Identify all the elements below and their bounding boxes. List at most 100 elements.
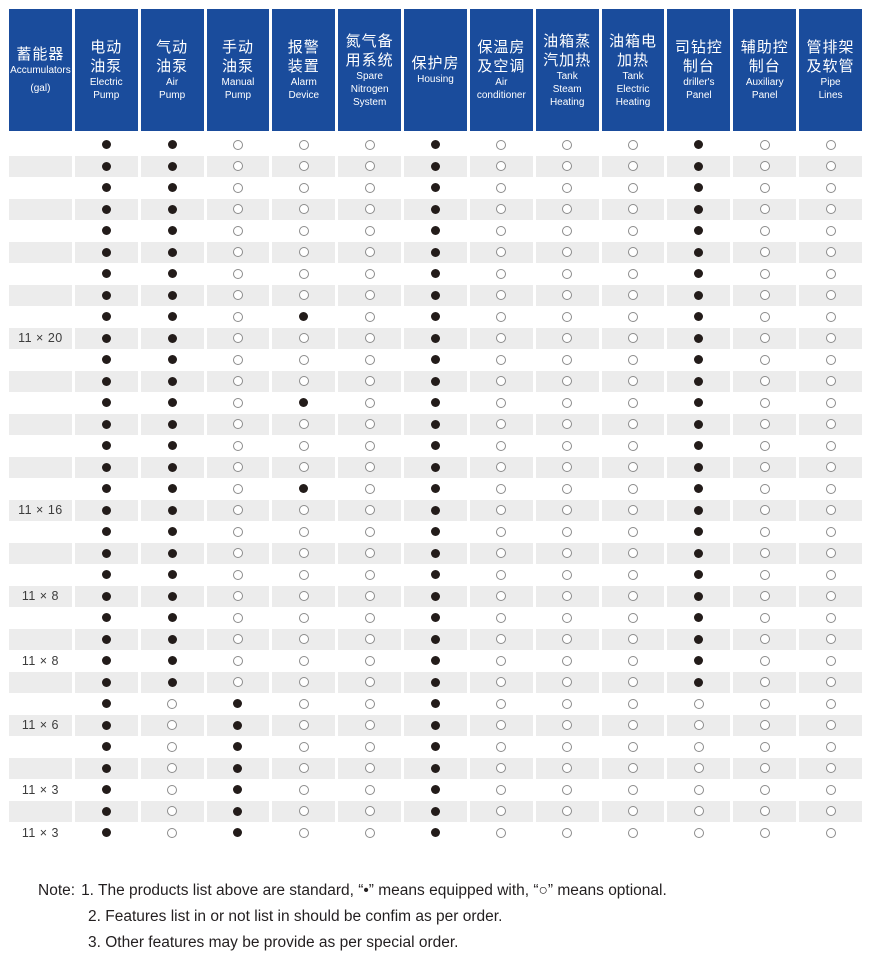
optional-cell <box>338 413 402 435</box>
optional-cell <box>733 757 797 779</box>
equipped-cell <box>667 413 731 435</box>
equipped-dot-icon <box>694 269 704 279</box>
equipped-cell <box>667 671 731 693</box>
equipped-dot-icon <box>167 140 177 150</box>
column-header-auxiliary-panel: 辅助控 制台 Auxiliary Panel <box>733 9 797 131</box>
optional-circle-icon <box>628 505 639 516</box>
equipped-cell <box>141 650 204 672</box>
optional-cell <box>733 155 797 177</box>
optional-cell <box>207 607 270 629</box>
optional-cell <box>799 607 862 629</box>
equipped-cell <box>75 134 138 156</box>
column-title-zh: 电动 <box>90 39 123 56</box>
optional-circle-icon <box>232 311 243 322</box>
equipped-dot-icon <box>233 699 243 709</box>
equipped-dot-icon <box>430 312 440 322</box>
optional-circle-icon <box>232 247 243 258</box>
optional-cell <box>536 564 599 586</box>
optional-cell <box>338 822 401 844</box>
optional-circle-icon <box>232 419 243 430</box>
optional-circle-icon <box>628 354 639 365</box>
equipped-cell <box>667 241 731 263</box>
optional-cell <box>338 628 402 650</box>
optional-circle-icon <box>825 741 836 752</box>
equipped-cell <box>667 134 730 156</box>
optional-cell <box>338 263 401 285</box>
equipped-cell <box>75 349 138 371</box>
optional-cell <box>272 628 336 650</box>
accumulator-size-label <box>9 306 72 328</box>
table-row <box>9 693 862 715</box>
optional-circle-icon <box>562 806 573 817</box>
optional-cell <box>536 779 599 801</box>
equipped-dot-icon <box>101 226 111 236</box>
optional-circle-icon <box>298 548 309 559</box>
equipped-dot-icon <box>167 226 177 236</box>
optional-circle-icon <box>628 483 639 494</box>
optional-circle-icon <box>562 225 573 236</box>
equipped-dot-icon <box>233 806 243 816</box>
optional-cell <box>602 177 665 199</box>
equipped-dot-icon <box>167 312 177 322</box>
equipped-cell <box>404 693 467 715</box>
optional-cell <box>469 800 533 822</box>
optional-cell <box>535 628 599 650</box>
equipped-cell <box>75 693 138 715</box>
equipped-dot-icon <box>430 570 440 580</box>
optional-circle-icon <box>167 698 178 709</box>
optional-circle-icon <box>167 784 178 795</box>
optional-circle-icon <box>759 483 770 494</box>
optional-circle-icon <box>628 763 639 774</box>
optional-cell <box>338 478 401 500</box>
optional-cell <box>272 693 335 715</box>
optional-cell <box>733 779 796 801</box>
optional-circle-icon <box>232 548 243 559</box>
equipped-cell <box>404 370 467 392</box>
equipped-cell <box>667 349 730 371</box>
optional-circle-icon <box>825 268 836 279</box>
optional-cell <box>338 134 401 156</box>
optional-cell <box>601 327 665 349</box>
optional-cell <box>207 564 270 586</box>
optional-circle-icon <box>232 204 243 215</box>
optional-circle-icon <box>562 483 573 494</box>
equipped-dot-icon <box>167 613 177 623</box>
accumulator-size-label <box>9 671 72 693</box>
optional-cell <box>469 241 533 263</box>
optional-cell <box>733 650 796 672</box>
optional-cell <box>206 456 270 478</box>
optional-circle-icon <box>364 376 375 387</box>
optional-circle-icon <box>562 462 573 473</box>
equipped-cell <box>404 822 467 844</box>
optional-cell <box>602 693 665 715</box>
optional-circle-icon <box>364 204 375 215</box>
table-row: 11 × 8 <box>9 650 862 672</box>
equipped-cell <box>140 155 204 177</box>
equipped-dot-icon <box>694 376 704 386</box>
optional-cell <box>667 736 730 758</box>
optional-cell <box>272 499 336 521</box>
equipped-dot-icon <box>101 140 111 150</box>
optional-cell <box>601 370 665 392</box>
optional-cell <box>207 306 270 328</box>
optional-circle-icon <box>628 677 639 688</box>
optional-cell <box>272 456 336 478</box>
optional-cell <box>602 349 665 371</box>
optional-cell <box>141 736 204 758</box>
optional-circle-icon <box>364 612 375 623</box>
optional-circle-icon <box>496 268 507 279</box>
optional-circle-icon <box>298 634 309 645</box>
optional-cell <box>206 284 270 306</box>
optional-cell <box>602 306 665 328</box>
equipped-cell <box>75 263 138 285</box>
optional-cell <box>469 585 533 607</box>
equipped-cell <box>667 456 731 478</box>
equipped-cell <box>207 779 270 801</box>
optional-circle-icon <box>562 204 573 215</box>
optional-circle-icon <box>628 161 639 172</box>
optional-circle-icon <box>759 204 770 215</box>
optional-circle-icon <box>628 204 639 215</box>
optional-circle-icon <box>562 139 573 150</box>
optional-cell <box>470 349 533 371</box>
equipped-cell <box>207 693 270 715</box>
